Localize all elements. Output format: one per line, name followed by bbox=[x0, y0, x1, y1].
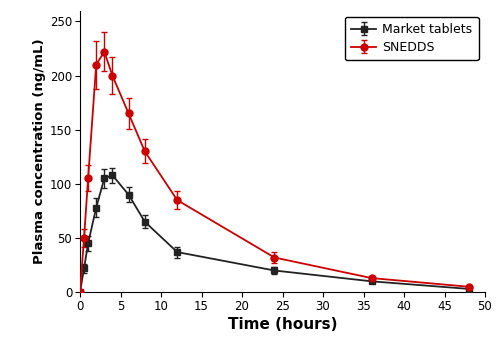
X-axis label: Time (hours): Time (hours) bbox=[228, 317, 337, 332]
Legend: Market tablets, SNEDDS: Market tablets, SNEDDS bbox=[345, 17, 479, 60]
Y-axis label: Plasma concentration (ng/mL): Plasma concentration (ng/mL) bbox=[33, 39, 46, 264]
